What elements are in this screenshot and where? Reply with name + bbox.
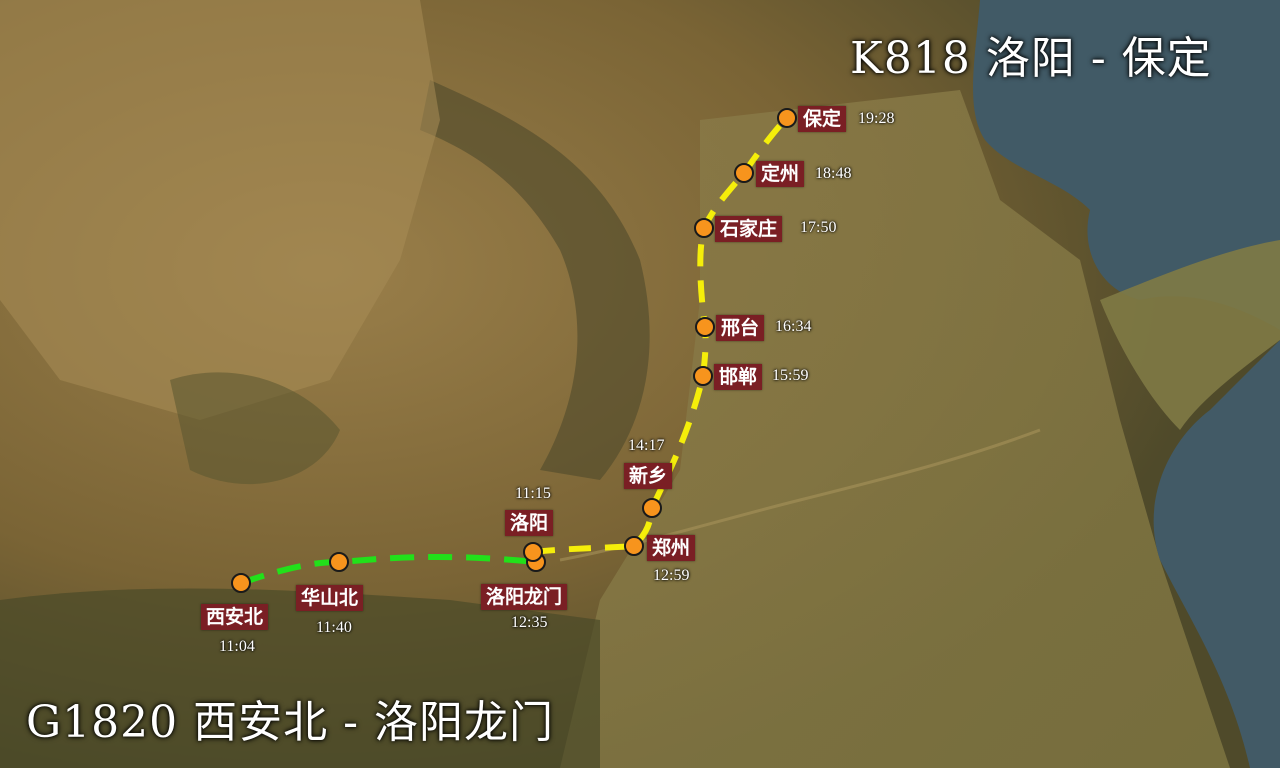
qinling-mountains <box>0 588 600 768</box>
station-time-dingzhou: 18:48 <box>815 165 852 182</box>
station-time-huashanbei: 11:40 <box>316 619 352 636</box>
station-label-shijiazhuang: 石家庄 <box>715 216 783 242</box>
shandong-peninsula <box>1100 240 1280 430</box>
station-time-xianbei: 11:04 <box>219 638 255 655</box>
bohai-sea <box>973 0 1280 330</box>
station-dot-handan <box>693 366 713 386</box>
station-label-baoding: 保定 <box>798 106 847 132</box>
station-time-handan: 15:59 <box>772 367 809 384</box>
taihang-mountains <box>420 80 650 480</box>
station-time-luoyanglongmen: 12:35 <box>511 614 548 631</box>
station-label-luoyanglongmen: 洛阳龙门 <box>481 584 568 610</box>
station-label-huashanbei: 华山北 <box>296 585 364 611</box>
ordos-dark <box>170 372 340 485</box>
station-dot-huashanbei <box>329 552 349 572</box>
station-label-dingzhou: 定州 <box>756 161 805 187</box>
station-dot-dingzhou <box>734 163 754 183</box>
station-label-xinxiang: 新乡 <box>624 463 673 489</box>
station-dot-baoding <box>777 108 797 128</box>
station-dot-xianbei <box>231 573 251 593</box>
north-china-plain <box>560 90 1230 768</box>
station-time-shijiazhuang: 17:50 <box>800 219 837 236</box>
station-dot-xingtai <box>695 317 715 337</box>
station-label-zhengzhou: 郑州 <box>647 535 696 561</box>
station-time-zhengzhou: 12:59 <box>653 567 690 584</box>
station-label-xingtai: 邢台 <box>716 315 765 341</box>
station-label-handan: 邯郸 <box>714 364 763 390</box>
station-dot-zhengzhou <box>624 536 644 556</box>
g1820-route-line <box>240 553 537 586</box>
k818-route-line <box>532 115 790 555</box>
station-time-baoding: 19:28 <box>858 110 895 127</box>
station-dot-xinxiang <box>642 498 662 518</box>
station-time-luoyang: 11:15 <box>515 485 551 502</box>
station-time-xingtai: 16:34 <box>775 318 812 335</box>
station-dots <box>231 108 797 593</box>
g1820-route-title: G1820 西安北 - 洛阳龙门 <box>26 697 554 748</box>
yellow-sea <box>1153 340 1280 768</box>
station-label-luoyang: 洛阳 <box>505 510 554 536</box>
station-dot-luoyang <box>523 542 543 562</box>
loess-plateau <box>0 0 440 420</box>
station-label-xianbei: 西安北 <box>201 604 269 630</box>
station-dot-shijiazhuang <box>694 218 714 238</box>
k818-route-title: K818 洛阳 - 保定 <box>850 33 1212 84</box>
station-time-xinxiang: 14:17 <box>628 437 665 454</box>
